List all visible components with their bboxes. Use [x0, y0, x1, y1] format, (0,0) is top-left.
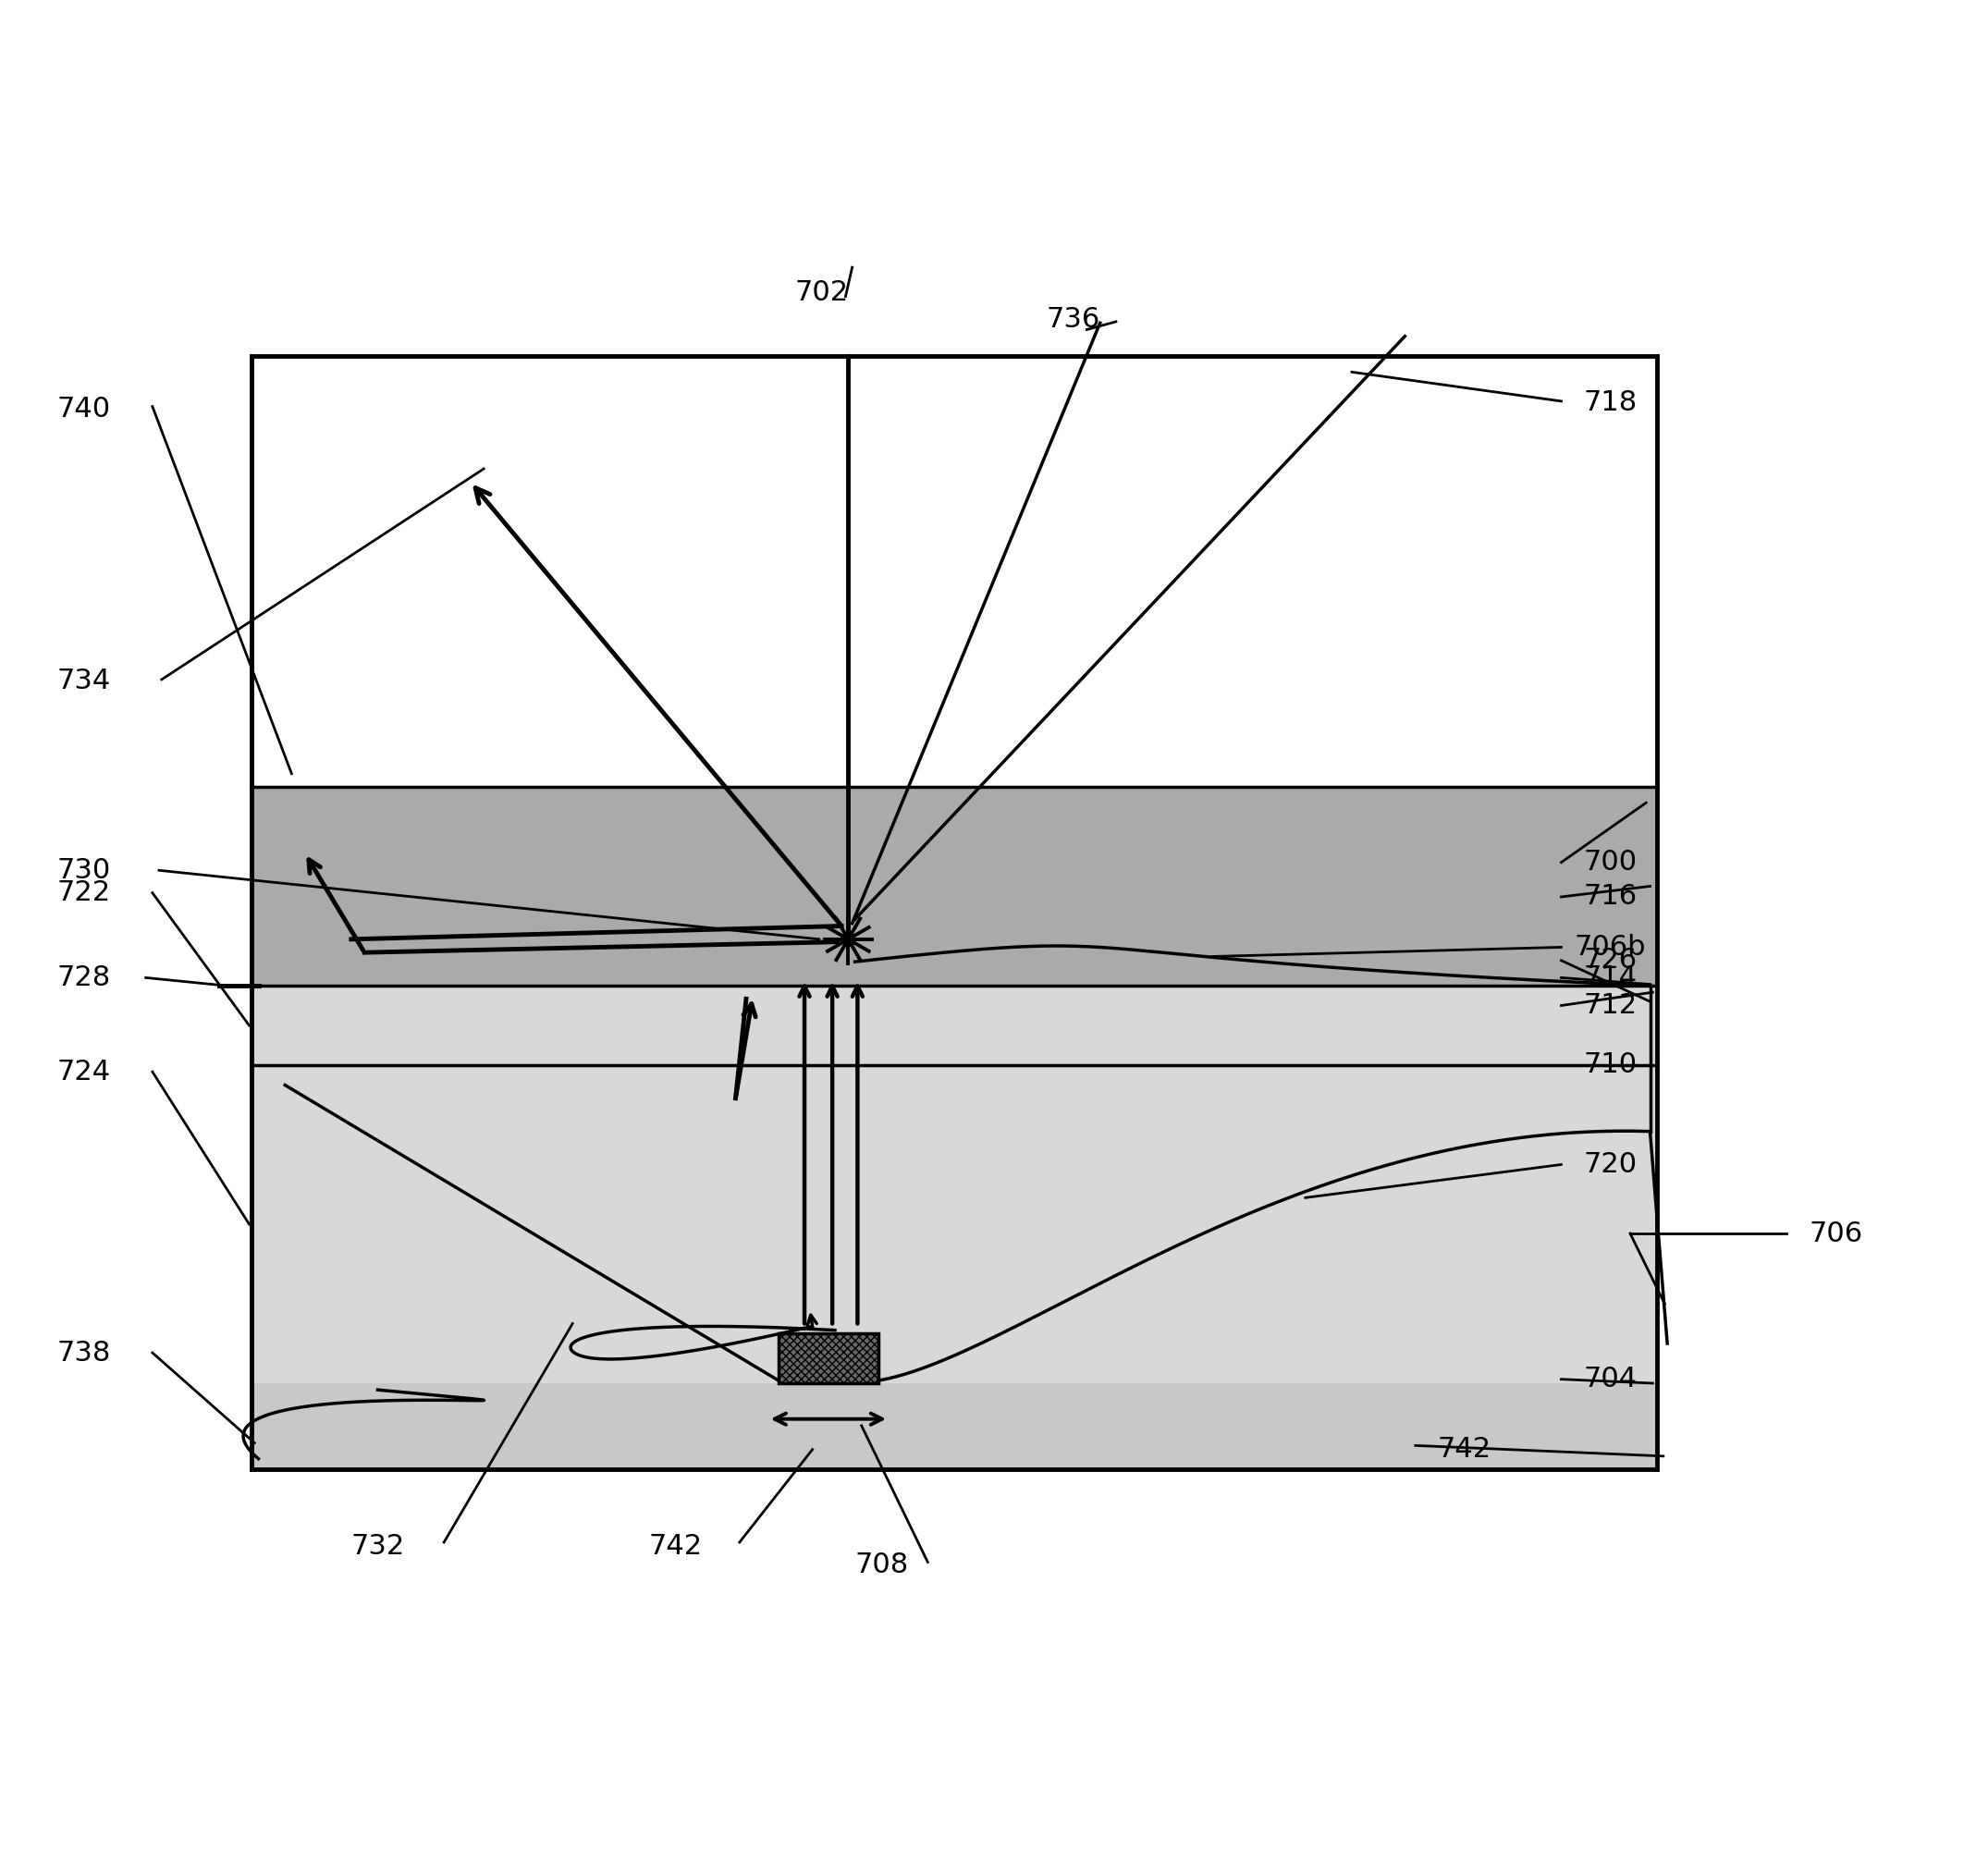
Text: 732: 732 — [350, 1533, 406, 1559]
Text: 700: 700 — [1582, 848, 1638, 876]
Bar — [252, 356, 1656, 1469]
Text: 702: 702 — [795, 280, 849, 306]
Text: 724: 724 — [56, 1057, 111, 1085]
Text: 730: 730 — [56, 857, 111, 883]
Text: 706: 706 — [1809, 1220, 1863, 1246]
Text: 720: 720 — [1582, 1152, 1638, 1178]
Bar — [252, 787, 1656, 985]
Bar — [252, 356, 1656, 787]
Text: 734: 734 — [56, 667, 111, 694]
Text: 706b: 706b — [1574, 933, 1646, 961]
Bar — [779, 1333, 879, 1383]
Text: 710: 710 — [1582, 1052, 1638, 1078]
Text: 708: 708 — [855, 1552, 909, 1578]
Text: 736: 736 — [1046, 306, 1101, 332]
Text: 704: 704 — [1582, 1365, 1638, 1393]
Text: 726: 726 — [1582, 946, 1638, 974]
Text: 740: 740 — [56, 396, 111, 422]
Text: 718: 718 — [1582, 389, 1638, 417]
Bar — [252, 1383, 1656, 1469]
Text: 716: 716 — [1582, 883, 1638, 909]
Text: 738: 738 — [56, 1339, 111, 1367]
Text: 742: 742 — [1437, 1435, 1491, 1463]
Text: 722: 722 — [56, 880, 111, 906]
Text: 728: 728 — [56, 965, 111, 991]
Text: 712: 712 — [1582, 993, 1638, 1019]
Text: 742: 742 — [648, 1533, 704, 1559]
Bar — [252, 985, 1656, 1383]
Text: 714: 714 — [1582, 965, 1638, 991]
